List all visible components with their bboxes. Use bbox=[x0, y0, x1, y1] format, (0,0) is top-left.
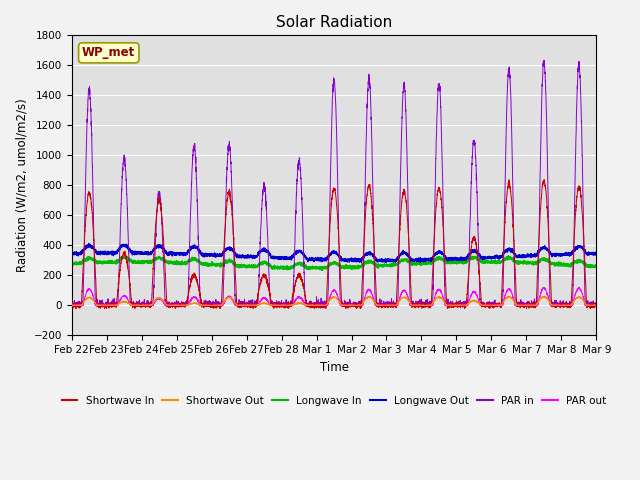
Title: Solar Radiation: Solar Radiation bbox=[276, 15, 392, 30]
Legend: Shortwave In, Shortwave Out, Longwave In, Longwave Out, PAR in, PAR out: Shortwave In, Shortwave Out, Longwave In… bbox=[58, 392, 611, 410]
X-axis label: Time: Time bbox=[319, 360, 349, 374]
Y-axis label: Radiation (W/m2, umol/m2/s): Radiation (W/m2, umol/m2/s) bbox=[15, 98, 28, 272]
Text: WP_met: WP_met bbox=[82, 47, 136, 60]
